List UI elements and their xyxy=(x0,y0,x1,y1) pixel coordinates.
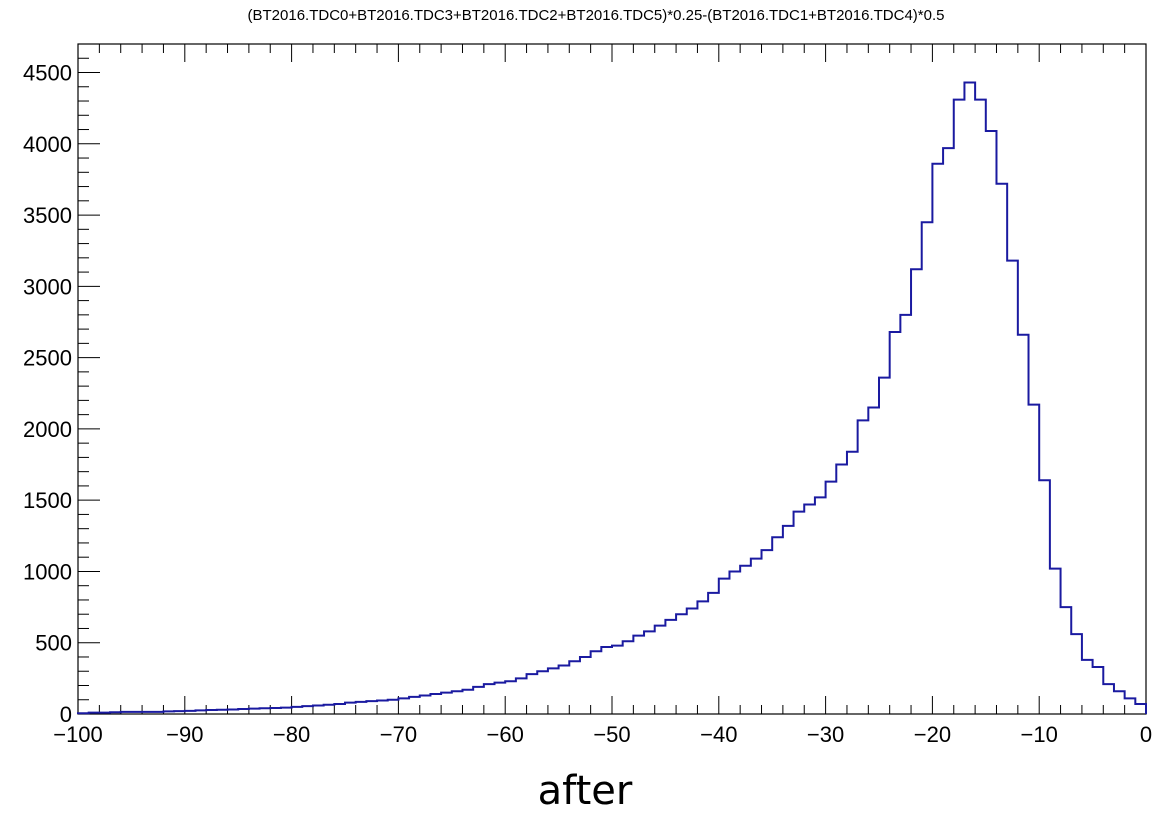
y-tick-label: 2500 xyxy=(23,346,72,371)
y-tick-label: 500 xyxy=(35,631,72,656)
x-tick-label: −100 xyxy=(53,722,103,747)
y-tick-label: 3000 xyxy=(23,274,72,299)
y-tick-label: 0 xyxy=(60,702,72,727)
y-tick-label: 3500 xyxy=(23,203,72,228)
x-tick-label: −40 xyxy=(700,722,737,747)
x-tick-label: −70 xyxy=(380,722,417,747)
histogram-plot: (BT2016.TDC0+BT2016.TDC3+BT2016.TDC2+BT2… xyxy=(23,7,1152,747)
x-tick-label: −60 xyxy=(487,722,524,747)
x-tick-label: −20 xyxy=(914,722,951,747)
x-tick-label: −80 xyxy=(273,722,310,747)
x-tick-label: 0 xyxy=(1140,722,1152,747)
y-tick-label: 1000 xyxy=(23,559,72,584)
y-tick-label: 4000 xyxy=(23,132,72,157)
y-tick-label: 4500 xyxy=(23,61,72,86)
axis-ticks xyxy=(77,43,1147,715)
y-tick-label: 1500 xyxy=(23,488,72,513)
x-tick-label: −30 xyxy=(807,722,844,747)
x-tick-label: −10 xyxy=(1021,722,1058,747)
y-tick-label: 2000 xyxy=(23,417,72,442)
x-tick-label: −90 xyxy=(166,722,203,747)
figure-caption: after xyxy=(537,768,633,814)
axis-tick-labels: −100 −90 −80 −70 −60 −50 −40 −30 −20 −10 005001000… xyxy=(23,61,1152,747)
histogram-line xyxy=(77,81,1147,715)
x-tick-label: −50 xyxy=(593,722,630,747)
plot-frame xyxy=(77,43,1147,715)
chart-title: (BT2016.TDC0+BT2016.TDC3+BT2016.TDC2+BT2… xyxy=(248,7,945,24)
